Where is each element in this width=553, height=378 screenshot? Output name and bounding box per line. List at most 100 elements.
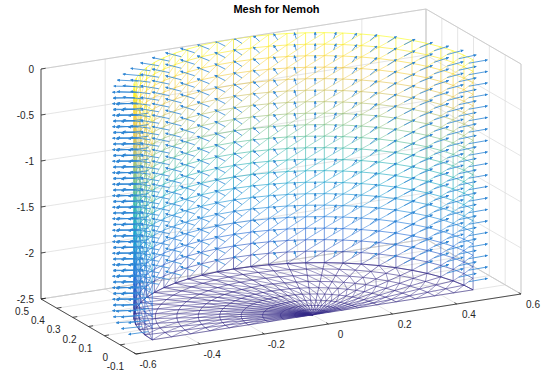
bottom-diagonal	[274, 298, 290, 302]
bottom-diagonal	[323, 306, 328, 310]
wall-diagonal	[427, 150, 441, 158]
normal-arrow	[352, 45, 357, 51]
normal-arrow	[234, 72, 242, 78]
bottom-radial	[140, 303, 312, 315]
normal-arrow	[370, 57, 377, 63]
bottom-radial	[134, 315, 313, 319]
bottom-radial	[306, 263, 313, 315]
normal-arrow	[469, 267, 488, 270]
normal-arrow	[469, 186, 488, 189]
wall-vertical	[268, 242, 269, 254]
wall-vertical	[201, 57, 202, 69]
wall-vertical	[217, 226, 218, 238]
wall-diagonal	[441, 166, 453, 174]
grid-line	[426, 147, 521, 202]
wall-vertical	[395, 38, 396, 50]
normal-arrow	[334, 170, 337, 176]
normal-arrow	[434, 127, 449, 132]
bottom-diagonal	[160, 322, 178, 328]
normal-arrow	[152, 138, 169, 142]
normal-arrow	[294, 240, 296, 246]
wall-diagonal	[251, 138, 269, 151]
bottom-diagonal	[215, 280, 240, 282]
bottom-diagonal	[155, 314, 177, 319]
wall-diagonal	[217, 166, 233, 180]
wall-diagonal	[441, 120, 453, 128]
wall-diagonal	[441, 212, 453, 220]
wall-vertical	[152, 317, 153, 329]
wall-vertical	[233, 258, 234, 270]
wall-diagonal	[412, 135, 427, 143]
wall-diagonal	[217, 212, 233, 226]
wall-vertical	[154, 200, 155, 212]
normal-arrow	[459, 181, 477, 185]
wall-diagonal	[343, 69, 361, 80]
normal-arrow	[274, 241, 278, 247]
normal-arrow	[274, 252, 278, 258]
wall-vertical	[361, 241, 362, 253]
wall-vertical	[463, 228, 464, 240]
bottom-diagonal	[386, 273, 388, 281]
wall-diagonal	[188, 126, 202, 141]
normal-arrow	[253, 105, 259, 111]
wall-diagonal	[361, 105, 379, 115]
wall-diagonal	[188, 241, 202, 256]
wall-diagonal	[269, 137, 287, 150]
bottom-diagonal	[336, 303, 345, 308]
wall-vertical	[250, 60, 251, 72]
normal-arrow	[370, 34, 377, 40]
normal-arrow	[197, 79, 209, 84]
wall-mesh	[134, 33, 473, 340]
bottom-diagonal	[307, 275, 320, 281]
wall-diagonal	[412, 239, 427, 247]
wall-diagonal	[379, 164, 396, 173]
normal-arrow	[274, 34, 278, 40]
wall-vertical	[250, 163, 251, 175]
normal-arrow	[294, 228, 296, 234]
normal-arrow	[274, 80, 278, 86]
normal-arrow	[197, 251, 209, 256]
wall-vertical	[268, 69, 269, 81]
normal-arrow	[434, 253, 449, 258]
bottom-diagonal	[243, 318, 263, 321]
wall-vertical	[163, 127, 164, 139]
bottom-diagonal	[179, 307, 203, 310]
wall-diagonal	[361, 116, 379, 126]
bottom-diagonal	[336, 295, 339, 301]
normal-arrow	[166, 248, 182, 252]
wall-diagonal	[269, 160, 287, 173]
normal-arrow	[294, 136, 296, 142]
wall-vertical	[412, 75, 413, 87]
plane-edge	[426, 9, 521, 64]
wall-vertical	[395, 84, 396, 96]
normal-arrow	[152, 58, 169, 62]
wall-vertical	[250, 232, 251, 244]
wall-diagonal	[188, 252, 202, 267]
grid-line	[41, 55, 426, 115]
wall-diagonal	[379, 107, 396, 116]
normal-arrow	[274, 149, 278, 155]
grid-line	[473, 37, 474, 267]
bottom-diagonal	[198, 311, 221, 314]
wall-vertical	[342, 160, 343, 172]
normal-arrow	[215, 259, 225, 264]
wall-vertical	[305, 217, 306, 229]
wall-diagonal	[269, 126, 287, 139]
wall-diagonal	[343, 149, 361, 160]
wall-diagonal	[453, 251, 464, 258]
normal-arrow	[152, 104, 169, 108]
wall-vertical	[342, 240, 343, 252]
wall-diagonal	[217, 97, 233, 111]
wall-diagonal	[306, 79, 325, 91]
wall-diagonal	[217, 62, 233, 76]
wall-vertical	[378, 185, 379, 197]
normal-arrow	[294, 125, 296, 131]
bottom-diagonal	[177, 311, 200, 314]
normal-arrow	[334, 216, 337, 222]
normal-arrow	[253, 197, 259, 203]
wall-diagonal	[427, 265, 441, 273]
bottom-diagonal	[282, 312, 296, 313]
normal-arrow	[469, 129, 488, 132]
wall-vertical	[233, 85, 234, 97]
bottom-diagonal	[311, 305, 313, 309]
